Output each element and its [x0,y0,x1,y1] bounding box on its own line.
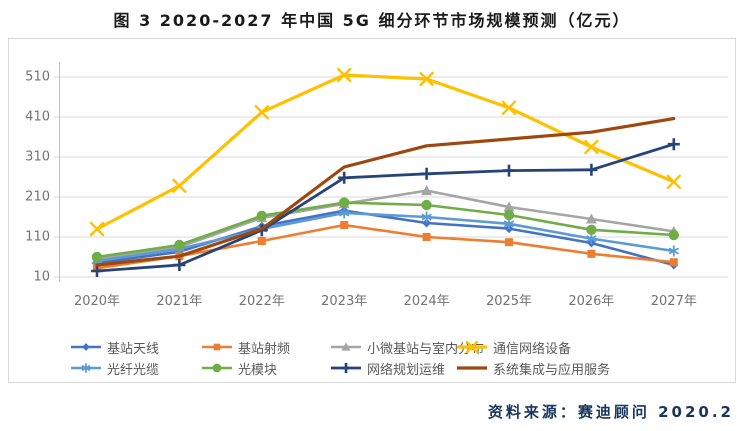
square-marker-icon [505,238,513,247]
legend-label: 小微基站与室内分布 [367,341,485,357]
legend-marker-icon [202,343,232,351]
plus-marker-icon [585,163,598,176]
y-axis-label: 210 [25,189,50,205]
plus-marker-icon [340,362,352,374]
legend-item-tongxin-wangluo: 通信网络设备 [456,340,572,357]
plus-marker-icon [338,171,351,184]
asterisk-marker-icon [338,207,350,219]
circle-marker-icon [91,251,103,263]
plus-marker-icon [503,164,515,177]
legend-label: 通信网络设备 [493,341,572,357]
circle-marker-icon [212,363,222,373]
legend-item-jizhan-shepin: 基站射频 [201,340,291,357]
x-marker-icon [666,174,681,189]
legend-marker-icon [71,363,101,373]
legend-marker-icon [457,366,487,370]
y-axis-label: 110 [25,229,50,245]
x-axis-label: 2022年 [238,294,285,309]
asterisk-marker-icon [81,363,91,373]
x-marker-icon [465,341,479,353]
x-marker-icon [89,221,105,237]
legend-item-xiaowei-jizhan: 小微基站与室内分布 [330,340,485,357]
legend-marker-icon [457,341,487,353]
diamond-marker-icon [422,218,432,228]
x-marker-icon [584,139,599,155]
y-axis-label: 310 [25,149,50,165]
square-marker-icon [669,258,678,267]
x-axis-label: 2024年 [403,294,450,309]
legend-marker-icon [331,342,361,351]
circle-marker-icon [421,199,432,211]
square-marker-icon [587,249,596,258]
series-line [95,142,676,273]
legend-label: 基站射频 [238,341,291,357]
circle-marker-icon [339,197,350,208]
series-line [95,201,676,259]
triangle-marker-icon [585,213,597,224]
series-line [95,116,676,267]
triangle-marker-icon [341,342,351,351]
series-line [95,209,676,267]
x-axis-label: 2020年 [73,294,121,309]
square-marker-icon [257,237,266,245]
legend-label: 网络规划运维 [367,362,446,378]
series-guang-mokuai [91,197,679,263]
series-tongxin-wangluo [89,67,681,237]
legend-marker-icon [71,343,101,351]
asterisk-marker-icon [421,211,432,223]
x-axis-label: 2026年 [568,294,615,309]
series-xitong-jicheng [95,116,676,267]
series-line [95,189,676,261]
asterisk-marker-icon [668,245,680,257]
legend-item-xitong-jicheng: 系统集成与应用服务 [456,361,611,378]
legend-label: 系统集成与应用服务 [493,362,611,378]
x-marker-icon [172,178,187,193]
series-line [95,223,676,270]
source-note: 资料来源：赛迪顾问 2020.2 [487,403,734,421]
y-axis-label: 10 [33,269,50,285]
series-line [95,73,676,231]
x-marker-icon [254,105,269,120]
x-axis-label: 2025年 [485,294,533,309]
plus-marker-icon [420,167,433,180]
legend-item-wangluo-guihua: 网络规划运维 [330,361,446,378]
series-line [95,211,676,263]
square-marker-icon [422,233,431,241]
plus-marker-icon [173,259,186,271]
triangle-marker-icon [421,185,433,196]
circle-marker-icon [256,210,267,221]
legend-marker-icon [331,362,361,374]
x-marker-icon [501,100,517,115]
triangle-marker-icon [503,201,515,212]
circle-marker-icon [668,229,679,241]
chart-title: 图 3 2020-2027 年中国 5G 细分环节市场规模预测（亿元） [113,11,631,30]
y-axis-label: 510 [25,69,50,85]
legend-marker-icon [202,363,232,373]
x-axis-label: 2027年 [650,294,697,309]
circle-marker-icon [586,224,597,235]
legend-item-jizhan-tianxian: 基站天线 [70,340,160,357]
square-marker-icon [213,343,221,351]
plus-marker-icon [91,265,103,277]
plus-marker-icon [667,138,680,151]
x-marker-icon [337,67,352,83]
series-guangxian-guanglan [91,207,680,267]
y-axis-label: 410 [25,109,50,125]
legend-label: 光纤光缆 [107,362,160,378]
square-marker-icon [340,221,349,229]
legend-item-guang-mokuai: 光模块 [201,361,278,378]
diamond-marker-icon [82,343,90,351]
x-axis-label: 2021年 [156,294,203,309]
legend-item-guangxian-guanglan: 光纤光缆 [70,361,160,378]
circle-marker-icon [174,239,185,251]
x-axis-label: 2023年 [321,294,368,309]
legend-label: 光模块 [238,362,278,378]
circle-marker-icon [503,209,515,221]
x-marker-icon [419,71,434,87]
legend-label: 基站天线 [107,341,160,357]
